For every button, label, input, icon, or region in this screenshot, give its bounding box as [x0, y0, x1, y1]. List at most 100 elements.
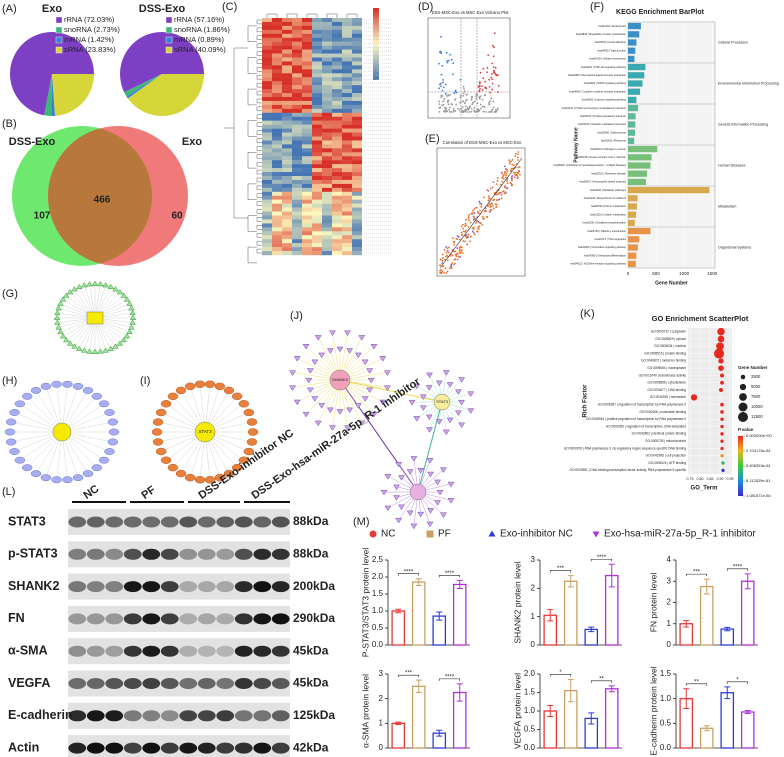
node — [247, 428, 259, 436]
pie-slice — [44, 74, 52, 116]
band — [86, 710, 105, 722]
heat-cell — [262, 235, 272, 240]
heat-cell — [312, 128, 322, 133]
bar — [628, 22, 641, 30]
point — [484, 207, 487, 210]
error-bar — [608, 685, 615, 693]
heat-cell — [262, 199, 272, 204]
heat-cell — [342, 25, 352, 31]
point — [440, 94, 443, 97]
point — [442, 265, 445, 267]
y-tick-label: 2 — [531, 583, 536, 592]
point — [492, 100, 495, 103]
heat-cell — [342, 243, 352, 248]
heat-cell — [282, 73, 292, 78]
y-tick-label: GO:0042802 | identical protein binding — [632, 432, 687, 436]
heat-cell — [342, 53, 352, 58]
set-label: DSS-Exo — [9, 136, 56, 148]
heat-cell — [342, 235, 352, 240]
point — [500, 197, 503, 200]
heat-cell — [312, 243, 322, 248]
heat-cell — [332, 227, 342, 232]
bar — [628, 178, 646, 186]
bar — [628, 195, 638, 202]
point — [488, 78, 491, 81]
y-tick-label: 1.0 — [372, 606, 384, 615]
pie-slice — [51, 74, 56, 117]
node — [97, 281, 104, 287]
heat-cell — [322, 187, 332, 192]
heat-cell — [342, 231, 352, 236]
heat-cell — [332, 223, 342, 228]
count: 466 — [94, 195, 111, 206]
point — [481, 98, 484, 101]
bar — [628, 154, 652, 161]
band — [253, 548, 272, 560]
point — [442, 103, 445, 106]
point — [466, 106, 469, 109]
point — [440, 96, 443, 99]
point — [476, 94, 479, 97]
heat-cell — [272, 191, 282, 196]
heat-cell — [302, 18, 312, 23]
heat-cell — [332, 89, 342, 94]
heat-cell — [282, 65, 292, 70]
heat-cell — [322, 243, 332, 248]
point — [505, 172, 508, 175]
node — [358, 335, 366, 341]
band — [142, 516, 161, 528]
point — [482, 110, 485, 113]
band — [234, 548, 253, 560]
point — [473, 106, 476, 109]
point — [472, 226, 475, 229]
node — [75, 345, 83, 351]
band — [216, 742, 235, 754]
band — [216, 581, 235, 593]
point — [511, 167, 514, 170]
heat-cell — [342, 57, 352, 62]
point — [441, 270, 444, 273]
point — [453, 263, 455, 266]
point — [440, 73, 443, 76]
heat-cell — [302, 81, 312, 86]
heat-cell — [292, 187, 302, 192]
y-tick-label: hsa00190 | Oxidative phosphorylation — [583, 221, 627, 225]
point — [477, 210, 479, 213]
point — [447, 100, 449, 102]
error-bar — [547, 609, 554, 622]
bar — [411, 685, 426, 749]
point — [456, 235, 459, 238]
node — [22, 464, 33, 472]
heat-cell — [272, 223, 282, 228]
band — [216, 548, 235, 560]
point — [495, 198, 498, 201]
error-bar — [724, 686, 731, 700]
y-tick-label: GO:0005739 | mitochondrion — [645, 439, 686, 443]
heat-cell — [312, 148, 322, 153]
node — [102, 282, 109, 288]
chart-title: KEGG Enrichment BarPlot — [616, 9, 705, 16]
heat-cell — [332, 25, 342, 31]
heat-cell — [332, 187, 342, 192]
point — [465, 93, 468, 96]
node — [393, 495, 400, 501]
point — [477, 221, 480, 223]
heat-cell — [272, 37, 282, 42]
sig-bracket — [397, 573, 420, 576]
point — [462, 85, 465, 88]
node — [160, 400, 172, 408]
heat-cell — [312, 89, 322, 94]
point — [506, 182, 509, 185]
point — [443, 110, 445, 113]
heat-cell — [332, 65, 342, 70]
point — [481, 89, 484, 91]
heat-cell — [342, 215, 352, 220]
heat-cell — [352, 97, 362, 102]
node — [9, 409, 20, 416]
heat-cell — [272, 120, 282, 125]
y-tick-label: GO:0005829 | cytosol — [655, 337, 686, 341]
heat-cell — [332, 18, 342, 23]
heat-cell — [322, 89, 332, 94]
heat-cell — [282, 183, 292, 189]
